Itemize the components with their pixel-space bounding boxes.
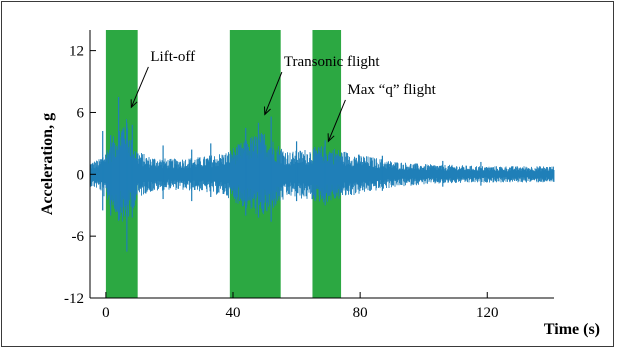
y-tick-label: 6 bbox=[77, 105, 85, 121]
annotation-arrow-1 bbox=[130, 66, 149, 108]
y-tick-label: -6 bbox=[72, 229, 85, 245]
y-tick-label: -12 bbox=[64, 291, 84, 307]
annotations: Lift-off Transonic flight Max “q” flight bbox=[130, 49, 437, 143]
annotation-arrowhead-1 bbox=[130, 99, 138, 109]
annotation-arrow-3 bbox=[327, 99, 346, 142]
annotation-arrow-2 bbox=[264, 71, 283, 115]
x-tick-label: 80 bbox=[353, 305, 368, 321]
x-axis-label: Time (s) bbox=[544, 321, 600, 338]
y-tick-label: 12 bbox=[69, 44, 84, 60]
x-tick-label: 40 bbox=[226, 305, 241, 321]
annotation-label-1: Lift-off bbox=[150, 49, 195, 65]
x-tick-label: 0 bbox=[102, 305, 110, 321]
x-tick-label: 120 bbox=[476, 305, 499, 321]
axes bbox=[89, 30, 554, 299]
annotation-arrowhead-3 bbox=[327, 133, 335, 143]
y-tick-label: 0 bbox=[77, 167, 85, 183]
annotation-arrowhead-2 bbox=[263, 106, 271, 116]
y-axis-label: Acceleration, g bbox=[39, 113, 56, 215]
annotation-label-2: Transonic flight bbox=[284, 54, 381, 70]
annotation-label-3: Max “q” flight bbox=[347, 82, 436, 98]
acceleration-signal bbox=[89, 97, 555, 252]
